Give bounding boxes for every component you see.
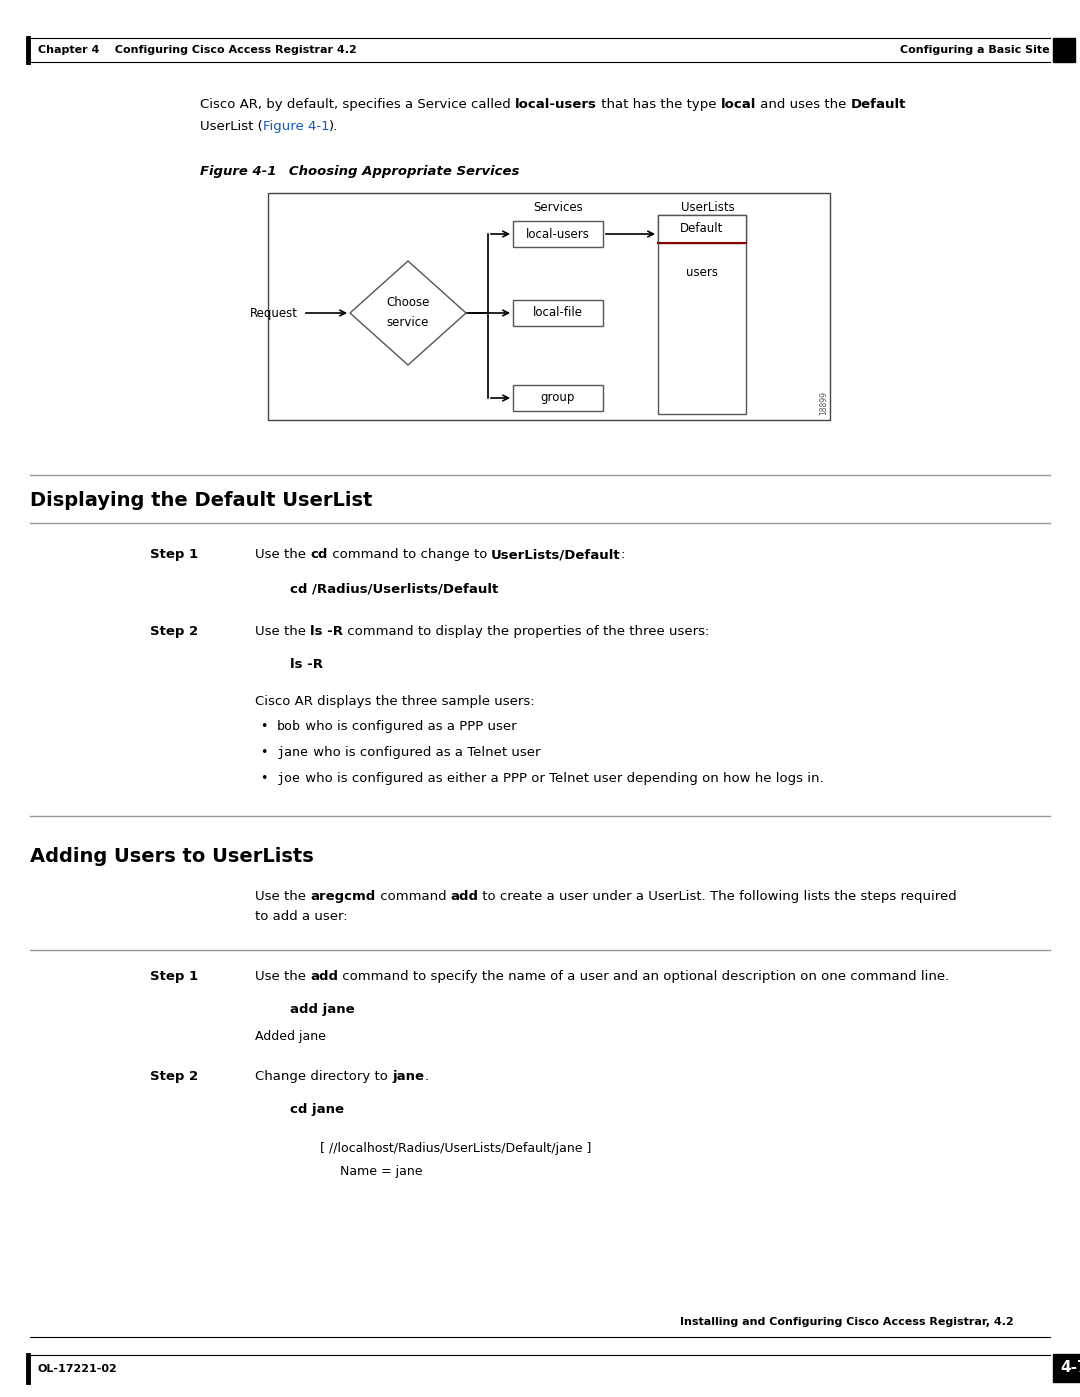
Text: who is configured as a Telnet user: who is configured as a Telnet user xyxy=(309,746,540,759)
Text: Use the: Use the xyxy=(255,890,310,902)
Text: local: local xyxy=(720,98,756,110)
Bar xyxy=(658,215,746,414)
Text: Change directory to: Change directory to xyxy=(255,1070,392,1083)
Text: ls -R: ls -R xyxy=(310,624,343,638)
Text: Cisco AR, by default, specifies a Service called: Cisco AR, by default, specifies a Servic… xyxy=(200,98,515,110)
Text: local-file: local-file xyxy=(534,306,583,320)
Bar xyxy=(513,300,603,326)
Text: 4-7: 4-7 xyxy=(1061,1361,1080,1376)
Text: :: : xyxy=(621,548,625,562)
Text: command to specify the name of a user and an optional description on one command: command to specify the name of a user an… xyxy=(338,970,949,983)
Bar xyxy=(1053,1354,1080,1382)
Text: jane: jane xyxy=(276,746,309,759)
Text: .: . xyxy=(424,1070,429,1083)
Bar xyxy=(1053,38,1075,61)
Text: local-users: local-users xyxy=(515,98,597,110)
Text: •: • xyxy=(260,773,268,785)
Bar xyxy=(658,215,746,243)
Text: command to display the properties of the three users:: command to display the properties of the… xyxy=(343,624,710,638)
Text: add: add xyxy=(310,970,338,983)
Text: [ //localhost/Radius/UserLists/Default/jane ]: [ //localhost/Radius/UserLists/Default/j… xyxy=(320,1141,592,1155)
Text: and uses the: and uses the xyxy=(756,98,851,110)
Text: command to change to: command to change to xyxy=(327,548,491,562)
Text: Figure 4-1: Figure 4-1 xyxy=(200,165,276,177)
Text: Use the: Use the xyxy=(255,970,310,983)
Text: cd /Radius/Userlists/Default: cd /Radius/Userlists/Default xyxy=(291,583,498,597)
Text: Figure 4-1: Figure 4-1 xyxy=(262,120,329,133)
Text: Services: Services xyxy=(534,201,583,214)
Text: joe: joe xyxy=(276,773,301,785)
Text: UserLists/Default: UserLists/Default xyxy=(491,548,621,562)
Text: local-users: local-users xyxy=(526,228,590,240)
Text: Configuring a Basic Site: Configuring a Basic Site xyxy=(901,45,1050,54)
Text: Name = jane: Name = jane xyxy=(340,1165,422,1178)
Text: aregcmd: aregcmd xyxy=(310,890,376,902)
Text: Installing and Configuring Cisco Access Registrar, 4.2: Installing and Configuring Cisco Access … xyxy=(680,1317,1014,1327)
Text: to create a user under a UserList. The following lists the steps required: to create a user under a UserList. The f… xyxy=(478,890,957,902)
Text: service: service xyxy=(387,317,429,330)
Text: Default: Default xyxy=(851,98,906,110)
Text: Step 2: Step 2 xyxy=(150,1070,198,1083)
Text: add: add xyxy=(450,890,478,902)
Text: Default: Default xyxy=(680,222,724,236)
Text: Use the: Use the xyxy=(255,548,310,562)
Text: OL-17221-02: OL-17221-02 xyxy=(38,1363,118,1375)
Text: ls -R: ls -R xyxy=(291,658,323,671)
Text: jane: jane xyxy=(392,1070,424,1083)
Text: Step 1: Step 1 xyxy=(150,548,198,562)
Text: to add a user:: to add a user: xyxy=(255,909,348,923)
Text: •: • xyxy=(260,746,268,759)
Text: Chapter 4    Configuring Cisco Access Registrar 4.2: Chapter 4 Configuring Cisco Access Regis… xyxy=(38,45,356,54)
Text: •: • xyxy=(260,719,268,733)
Text: command: command xyxy=(376,890,450,902)
Text: who is configured as a PPP user: who is configured as a PPP user xyxy=(301,719,516,733)
Text: bob: bob xyxy=(276,719,301,733)
Text: group: group xyxy=(541,391,576,405)
Bar xyxy=(268,193,831,420)
Text: Choose: Choose xyxy=(387,296,430,310)
Text: Cisco AR displays the three sample users:: Cisco AR displays the three sample users… xyxy=(255,694,535,708)
Text: UserList (: UserList ( xyxy=(200,120,262,133)
Text: Use the: Use the xyxy=(255,624,310,638)
Text: who is configured as either a PPP or Telnet user depending on how he logs in.: who is configured as either a PPP or Tel… xyxy=(301,773,824,785)
Text: cd: cd xyxy=(310,548,327,562)
Text: Step 2: Step 2 xyxy=(150,624,198,638)
Polygon shape xyxy=(350,261,465,365)
Text: ).: ). xyxy=(329,120,339,133)
Text: Adding Users to UserLists: Adding Users to UserLists xyxy=(30,847,314,866)
Bar xyxy=(513,386,603,411)
Text: cd jane: cd jane xyxy=(291,1104,345,1116)
Text: UserLists: UserLists xyxy=(681,201,734,214)
Text: users: users xyxy=(686,267,718,279)
Text: Step 1: Step 1 xyxy=(150,970,198,983)
Bar xyxy=(513,221,603,247)
Text: Choosing Appropriate Services: Choosing Appropriate Services xyxy=(275,165,519,177)
Text: Request: Request xyxy=(249,306,298,320)
Text: Displaying the Default UserList: Displaying the Default UserList xyxy=(30,490,373,510)
Text: 18899: 18899 xyxy=(819,391,828,415)
Text: add jane: add jane xyxy=(291,1003,354,1016)
Text: that has the type: that has the type xyxy=(597,98,720,110)
Text: Added jane: Added jane xyxy=(255,1030,326,1044)
